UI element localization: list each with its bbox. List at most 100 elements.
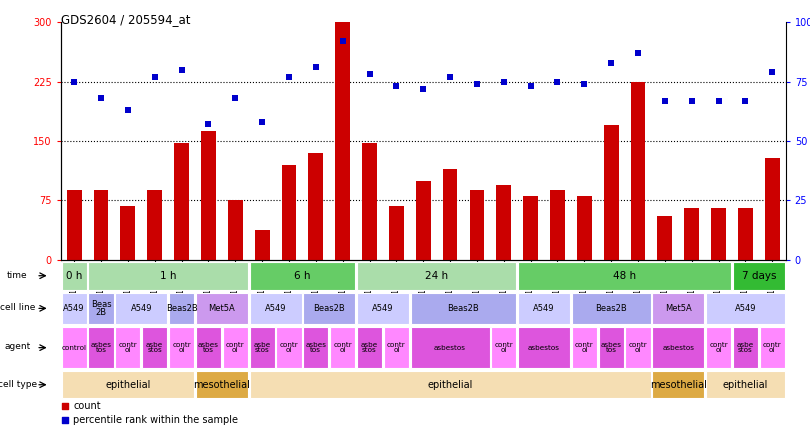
- FancyBboxPatch shape: [303, 327, 328, 368]
- FancyBboxPatch shape: [115, 327, 140, 368]
- FancyBboxPatch shape: [357, 327, 382, 368]
- Point: [148, 73, 161, 80]
- FancyBboxPatch shape: [62, 262, 87, 290]
- FancyBboxPatch shape: [196, 371, 248, 398]
- Text: contr
ol: contr ol: [494, 342, 514, 353]
- FancyBboxPatch shape: [572, 327, 597, 368]
- Point: [551, 78, 564, 85]
- Bar: [147, 190, 162, 260]
- Point: [390, 83, 403, 90]
- Bar: [738, 208, 752, 260]
- Bar: [335, 14, 350, 260]
- FancyBboxPatch shape: [88, 293, 113, 324]
- Bar: [523, 196, 538, 260]
- Text: time: time: [7, 271, 28, 280]
- Text: contr
ol: contr ol: [710, 342, 728, 353]
- Bar: [497, 185, 511, 260]
- Bar: [228, 200, 243, 260]
- Text: 7 days: 7 days: [742, 271, 776, 281]
- FancyBboxPatch shape: [652, 327, 705, 368]
- FancyBboxPatch shape: [276, 327, 301, 368]
- Text: 24 h: 24 h: [425, 271, 448, 281]
- FancyBboxPatch shape: [518, 293, 570, 324]
- Bar: [121, 206, 135, 260]
- FancyBboxPatch shape: [249, 327, 275, 368]
- FancyBboxPatch shape: [357, 262, 517, 290]
- Text: percentile rank within the sample: percentile rank within the sample: [74, 415, 238, 425]
- Text: asbes
tos: asbes tos: [91, 342, 112, 353]
- FancyBboxPatch shape: [62, 327, 87, 368]
- Text: asbestos: asbestos: [528, 345, 560, 351]
- FancyBboxPatch shape: [733, 262, 785, 290]
- Bar: [550, 190, 565, 260]
- Bar: [362, 143, 377, 260]
- Text: Beas2B: Beas2B: [595, 304, 627, 313]
- Text: contr
ol: contr ol: [763, 342, 782, 353]
- Point: [336, 38, 349, 45]
- FancyBboxPatch shape: [652, 293, 705, 324]
- Point: [95, 95, 108, 102]
- Text: A549: A549: [373, 304, 394, 313]
- Point: [58, 416, 71, 424]
- Text: contr
ol: contr ol: [173, 342, 191, 353]
- Point: [471, 80, 484, 87]
- FancyBboxPatch shape: [249, 293, 301, 324]
- Text: contr
ol: contr ol: [279, 342, 298, 353]
- Point: [524, 83, 537, 90]
- Point: [228, 95, 241, 102]
- Point: [497, 78, 510, 85]
- Text: cell type: cell type: [0, 380, 37, 388]
- FancyBboxPatch shape: [733, 327, 758, 368]
- FancyBboxPatch shape: [62, 371, 194, 398]
- FancyBboxPatch shape: [652, 371, 705, 398]
- Text: contr
ol: contr ol: [629, 342, 647, 353]
- Bar: [470, 190, 484, 260]
- Bar: [174, 143, 189, 260]
- FancyBboxPatch shape: [62, 293, 87, 324]
- FancyBboxPatch shape: [169, 327, 194, 368]
- Bar: [658, 216, 672, 260]
- Text: agent: agent: [4, 342, 31, 351]
- Text: contr
ol: contr ol: [387, 342, 406, 353]
- Text: asbes
tos: asbes tos: [601, 342, 621, 353]
- Bar: [631, 82, 646, 260]
- Bar: [684, 208, 699, 260]
- Text: asbe
stos: asbe stos: [361, 342, 378, 353]
- Text: control: control: [62, 345, 87, 351]
- Text: count: count: [74, 401, 101, 412]
- FancyBboxPatch shape: [115, 293, 168, 324]
- FancyBboxPatch shape: [411, 293, 517, 324]
- Text: asbestos: asbestos: [434, 345, 466, 351]
- Text: A549: A549: [265, 304, 286, 313]
- FancyBboxPatch shape: [518, 327, 570, 368]
- Text: contr
ol: contr ol: [333, 342, 352, 353]
- Text: A549: A549: [735, 304, 757, 313]
- Text: 48 h: 48 h: [613, 271, 636, 281]
- FancyBboxPatch shape: [223, 327, 248, 368]
- FancyBboxPatch shape: [706, 327, 731, 368]
- FancyBboxPatch shape: [303, 293, 356, 324]
- Point: [712, 97, 725, 104]
- Bar: [389, 206, 403, 260]
- FancyBboxPatch shape: [518, 262, 731, 290]
- Point: [256, 119, 269, 126]
- Text: asbes
tos: asbes tos: [305, 342, 326, 353]
- Bar: [577, 196, 592, 260]
- Text: asbe
stos: asbe stos: [737, 342, 754, 353]
- FancyBboxPatch shape: [196, 327, 221, 368]
- Text: epithelial: epithelial: [723, 380, 768, 390]
- FancyBboxPatch shape: [706, 293, 785, 324]
- FancyBboxPatch shape: [384, 327, 409, 368]
- Bar: [254, 230, 270, 260]
- FancyBboxPatch shape: [196, 293, 248, 324]
- Point: [58, 403, 71, 410]
- Text: A549: A549: [63, 304, 85, 313]
- Point: [175, 66, 188, 73]
- Point: [605, 59, 618, 66]
- Point: [283, 73, 296, 80]
- FancyBboxPatch shape: [706, 371, 785, 398]
- Point: [202, 121, 215, 128]
- Text: asbestos: asbestos: [663, 345, 694, 351]
- Bar: [765, 159, 780, 260]
- Text: asbe
stos: asbe stos: [254, 342, 271, 353]
